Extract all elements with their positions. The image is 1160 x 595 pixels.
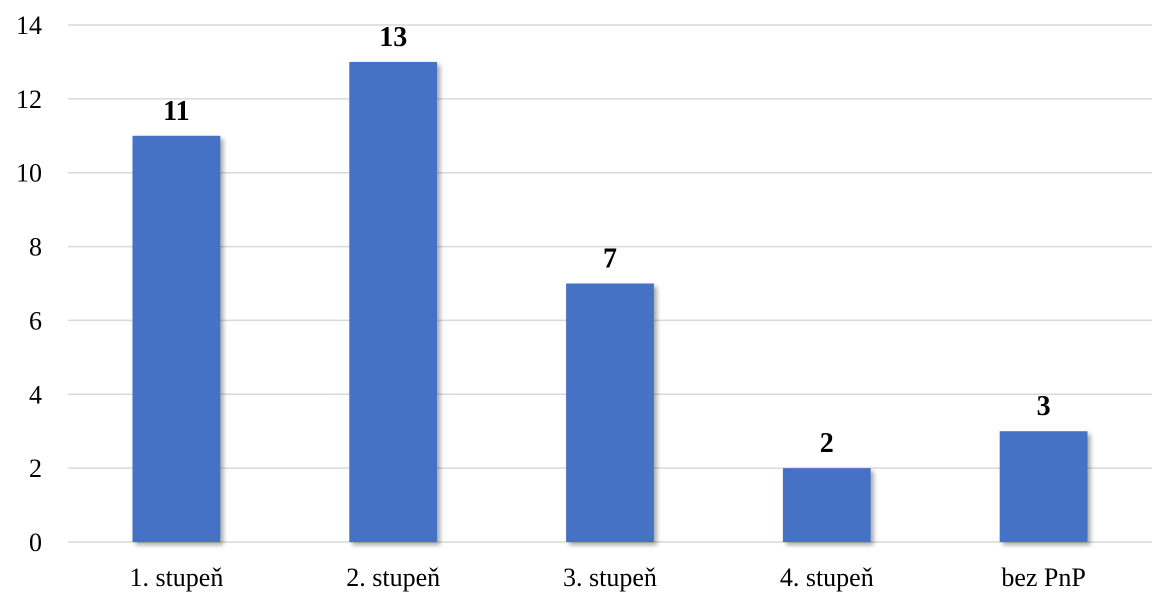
y-tick-label: 12 [16,85,42,114]
data-label: 13 [379,22,407,53]
y-tick-label: 2 [29,454,42,483]
y-tick-label: 0 [29,528,42,557]
data-label: 2 [820,428,834,459]
x-category-label: bez PnP [1001,563,1086,592]
y-tick-label: 8 [29,233,42,262]
x-axis: 1. stupeň 2. stupeň 3. stupeň 4. stupeň bez … [129,563,1085,592]
bar [566,283,654,542]
y-tick-label: 4 [29,380,42,409]
bar [999,431,1088,542]
y-tick-label: 6 [29,306,42,335]
x-category-label: 1. stupeň [129,563,223,592]
bar [132,135,221,543]
bars [132,61,1088,543]
data-label: 7 [603,244,617,275]
data-labels: 11 13 7 2 3 [163,22,1050,459]
y-tick-label: 14 [16,11,42,40]
x-category-label: 4. stupeň [780,563,874,592]
y-axis: 0 2 4 6 8 10 12 14 [16,11,42,557]
x-category-label: 3. stupeň [563,563,657,592]
data-label: 3 [1037,391,1051,422]
bar [349,61,438,543]
bar [782,468,871,542]
y-tick-label: 10 [16,159,42,188]
x-category-label: 2. stupeň [346,563,440,592]
data-label: 11 [163,96,189,127]
